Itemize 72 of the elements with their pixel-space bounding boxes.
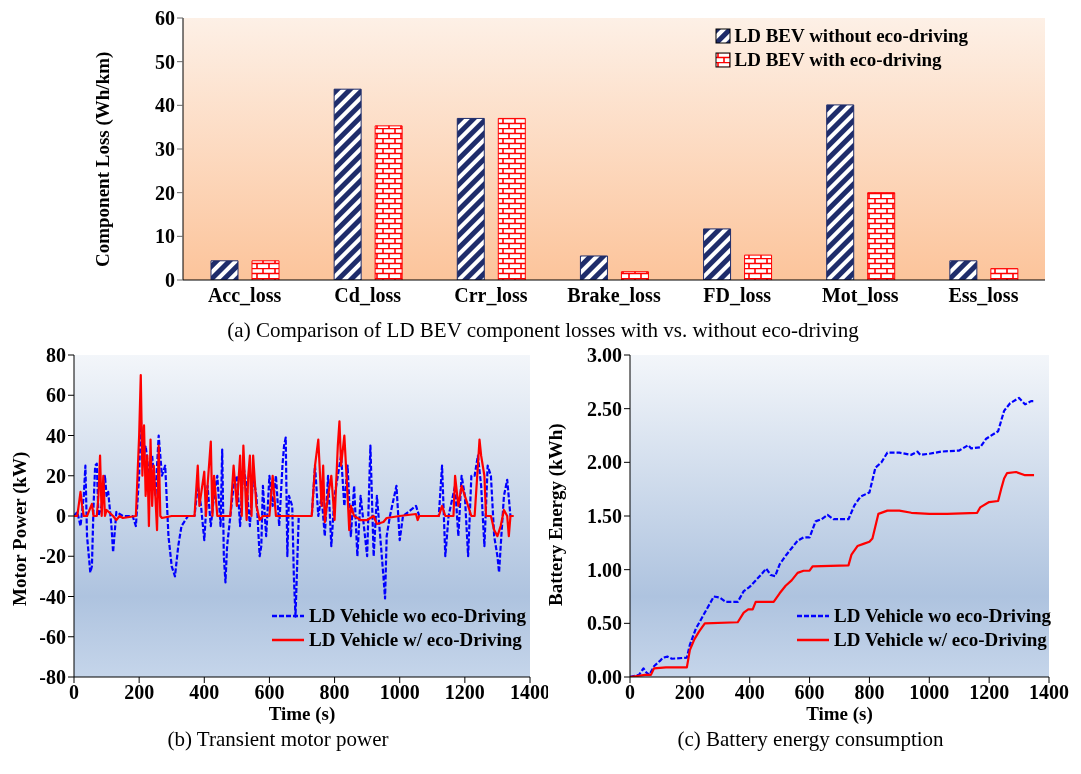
bar <box>703 228 732 280</box>
y-tick-label: 3.00 <box>587 344 622 367</box>
x-tick-label: 600 <box>254 681 285 704</box>
x-axis-title: Time (s) <box>268 703 336 725</box>
legend-label: LD BEV without eco-driving <box>734 24 968 48</box>
x-tick-label: 1200 <box>444 681 485 704</box>
y-tick-label: 50 <box>155 50 175 73</box>
y-tick-label: 0.00 <box>587 666 622 689</box>
y-tick-label: 2.00 <box>587 451 622 474</box>
x-tick-label: Acc_loss <box>207 284 282 307</box>
y-tick-label: -60 <box>39 625 66 648</box>
legend-label: LD Vehicle w/ eco-Driving <box>834 628 1047 652</box>
y-tick-label: 20 <box>155 181 175 204</box>
bar <box>990 268 1019 280</box>
text: (a) Comparison of LD BEV component losses with vs. without eco-driving <box>226 318 860 343</box>
x-tick-label: Crr_loss <box>454 284 528 307</box>
bar <box>620 271 649 280</box>
y-tick-label: 40 <box>155 94 175 117</box>
x-tick-label: 400 <box>734 681 765 704</box>
line-series <box>74 374 515 538</box>
x-tick-label: 800 <box>319 681 350 704</box>
bar <box>867 192 896 280</box>
x-axis-title: Time (s) <box>806 703 873 725</box>
y-tick-label: 60 <box>155 7 175 30</box>
y-tick-label: 0 <box>165 269 175 292</box>
y-tick-label: 30 <box>155 138 175 161</box>
legend-label: LD Vehicle wo eco-Driving <box>834 604 1051 628</box>
x-tick-label: 200 <box>674 681 705 704</box>
y-axis-title: Motor Power (kW) <box>8 451 31 606</box>
y-tick-label: 10 <box>155 225 175 248</box>
y-tick-label: 80 <box>46 344 66 367</box>
bar <box>949 260 978 280</box>
y-tick-label: -40 <box>39 585 66 608</box>
x-tick-label: Mot_loss <box>821 284 899 307</box>
y-tick-label: 40 <box>46 424 66 447</box>
y-tick-label: -20 <box>39 545 66 568</box>
bar <box>333 88 362 280</box>
bar <box>374 125 403 280</box>
x-tick-label: Brake_loss <box>567 284 661 307</box>
bar <box>251 260 280 280</box>
x-tick-label: Cd_loss <box>334 284 402 307</box>
x-tick-label: 800 <box>854 681 885 704</box>
x-tick-label: 600 <box>794 681 825 704</box>
y-tick-label: 1.50 <box>587 505 622 528</box>
x-tick-label: 1200 <box>969 681 1010 704</box>
legend-label: LD Vehicle wo eco-Driving <box>309 604 526 628</box>
text: (b) Transient motor power <box>166 727 390 752</box>
bar <box>210 260 239 280</box>
x-tick-label: 1400 <box>1029 681 1069 704</box>
bar <box>744 254 773 280</box>
bar <box>826 104 855 280</box>
text: (c) Battery energy consumption <box>676 727 945 752</box>
x-tick-label: 1000 <box>379 681 420 704</box>
bar <box>579 255 608 280</box>
x-tick-label: FD_loss <box>703 284 772 307</box>
bar <box>497 117 526 280</box>
y-tick-label: 60 <box>46 384 66 407</box>
y-tick-label: -80 <box>39 666 66 689</box>
y-axis-title: Component Loss (Wh/km) <box>91 51 114 267</box>
bar <box>456 117 485 280</box>
x-tick-label: Ess_loss <box>948 284 1019 307</box>
legend-label: LD Vehicle w/ eco-Driving <box>309 628 522 652</box>
legend-label: LD BEV with eco-driving <box>734 48 942 72</box>
y-tick-label: 2.50 <box>587 397 622 420</box>
y-axis-title: Battery Energy (kWh) <box>544 423 567 606</box>
x-tick-label: 200 <box>124 681 155 704</box>
x-tick-label: 400 <box>189 681 220 704</box>
x-tick-label: 1000 <box>909 681 950 704</box>
y-tick-label: 1.00 <box>587 558 622 581</box>
y-tick-label: 20 <box>46 464 66 487</box>
y-tick-label: 0 <box>56 505 66 528</box>
y-tick-label: 0.50 <box>587 612 622 635</box>
